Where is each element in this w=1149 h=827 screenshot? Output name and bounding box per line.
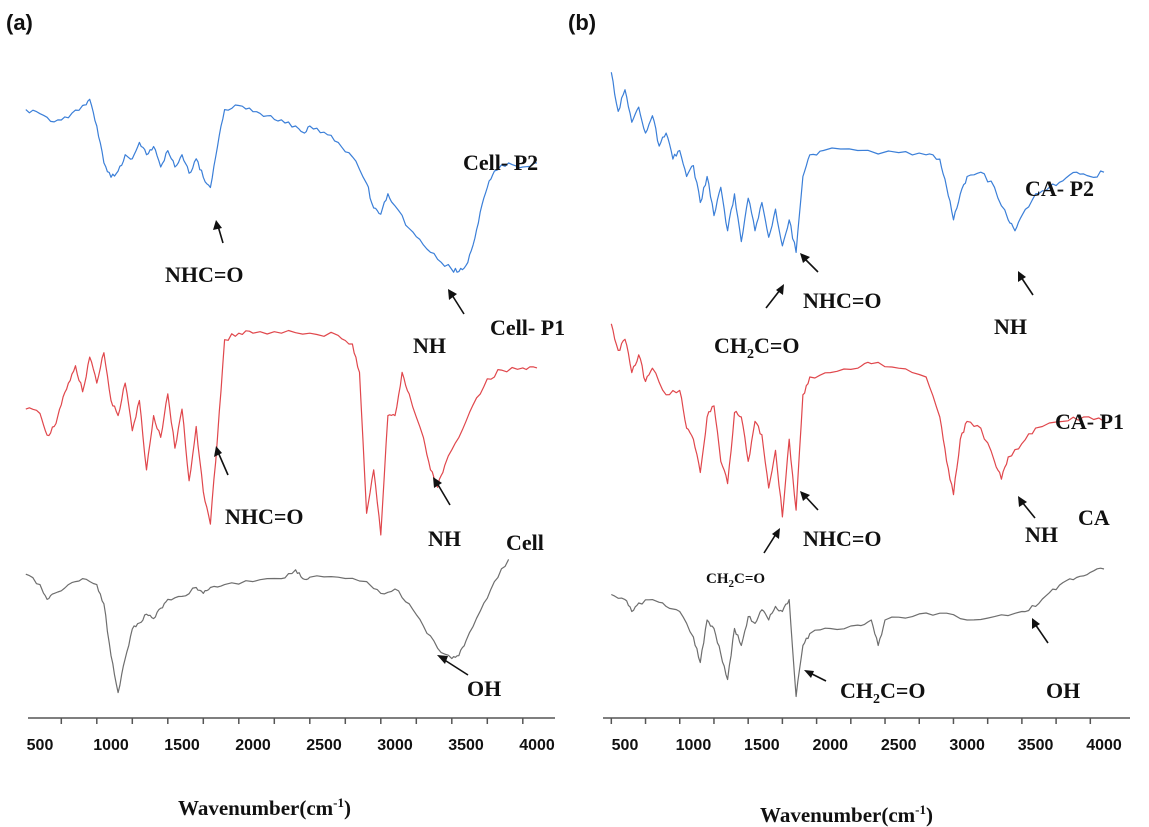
axis-title-exponent: -1 [915,802,926,817]
panel-b-x-axis: 500 1000 1500 2000 2500 3000 3500 4000 [603,717,1130,754]
panel-b-x-axis-title: Wavenumber(cm-1) [760,802,933,827]
annotation-text: NHC=O [165,262,244,287]
annotation-b-ca-ch2co: CH2C=O [804,670,926,707]
annotation-text: NH [1025,522,1058,547]
axis-title-exponent: -1 [333,795,344,810]
x-tick-label: 1500 [744,737,780,754]
annotation-b-p2-nhco: NHC=O [800,253,882,313]
x-tick-label: 2000 [812,737,848,754]
spectrum-line-ca-p1 [610,323,1105,518]
axis-title-main: Wavenumber [760,803,881,827]
x-tick-label: 2500 [881,737,917,754]
spectrum-line-cell [25,559,510,694]
annotation-text: OH [467,676,501,701]
annotation-b-p1-nh: NH [1018,496,1058,547]
annotation-text-main: C=O [754,333,800,358]
x-tick-label: 2500 [306,737,342,754]
panel-b-label: (b) [568,10,596,35]
series-label-ca-p2: CA- P2 [1025,176,1094,201]
annotation-a-cell-oh: OH [437,655,501,701]
annotation-text-main: CH [840,678,873,703]
annotation-b-p1-ch2co: CH2C=O [706,528,780,590]
panel-a-x-axis-title: Wavenumber(cm-1) [178,795,351,820]
annotation-text: CH2C=O [840,678,926,707]
x-tick-label: 1500 [164,737,200,754]
annotation-b-p2-ch2co: CH2C=O [714,284,800,362]
axis-title-main: Wavenumber [178,796,299,820]
annotation-text: NH [428,526,461,551]
x-tick-label: 3500 [1018,737,1054,754]
x-tick-label: 4000 [519,737,555,754]
x-tick-label: 3000 [377,737,413,754]
x-tick-label: 3500 [448,737,484,754]
annotation-a-p1-nhco: NHC=O [214,446,304,529]
panel-a-x-axis: 500 1000 1500 2000 2500 3000 3500 4000 [27,717,555,754]
spectra-group [25,72,1105,698]
annotation-b-p2-nh: NH [994,271,1034,339]
spectrum-line-ca-p2 [610,72,1105,253]
x-tick-label: 4000 [1086,737,1122,754]
axis-title-unit: ) [926,803,933,827]
annotation-a-p2-nh: NH [413,289,465,358]
axis-title-unit: ) [344,796,351,820]
series-label-cell-p2: Cell- P2 [463,150,538,175]
axis-title-unit: (cm [299,796,333,820]
x-tick-label: 2000 [235,737,271,754]
annotation-text: CH2C=O [706,571,765,590]
spectrum-line-ca [611,567,1105,698]
axis-title-unit: (cm [881,803,915,827]
annotation-text: NHC=O [803,526,882,551]
panel-a-label: (a) [6,10,33,35]
series-label-cell: Cell [506,530,544,555]
annotation-b-ca-oh: OH [1032,618,1080,703]
annotation-b-p1-nhco: NHC=O [800,491,882,551]
spectrum-line-cell-p2 [25,98,538,273]
annotation-text-subscript: 2 [747,347,754,362]
annotation-text: NH [994,314,1027,339]
annotation-a-p1-nh: NH [428,477,461,551]
series-label-ca: CA [1078,505,1110,530]
annotation-text: NH [413,333,446,358]
x-tick-label: 500 [27,737,54,754]
annotation-text-main: C=O [734,571,765,587]
series-label-ca-p1: CA- P1 [1055,409,1124,434]
annotation-text: NHC=O [225,504,304,529]
annotation-text-main: CH [706,571,729,587]
annotation-text-main: C=O [880,678,926,703]
annotation-a-p2-nhco: NHC=O [165,220,244,287]
annotation-text-main: CH [714,333,747,358]
annotation-text: NHC=O [803,288,882,313]
x-tick-label: 1000 [93,737,129,754]
spectrum-line-cell-p1 [25,329,538,536]
x-tick-label: 1000 [676,737,712,754]
annotation-text: CH2C=O [714,333,800,362]
annotation-text-subscript: 2 [729,578,735,590]
x-tick-label: 500 [612,737,639,754]
annotation-text-subscript: 2 [873,692,880,707]
series-label-cell-p1: Cell- P1 [490,315,565,340]
x-tick-label: 3000 [949,737,985,754]
annotation-text: OH [1046,678,1080,703]
